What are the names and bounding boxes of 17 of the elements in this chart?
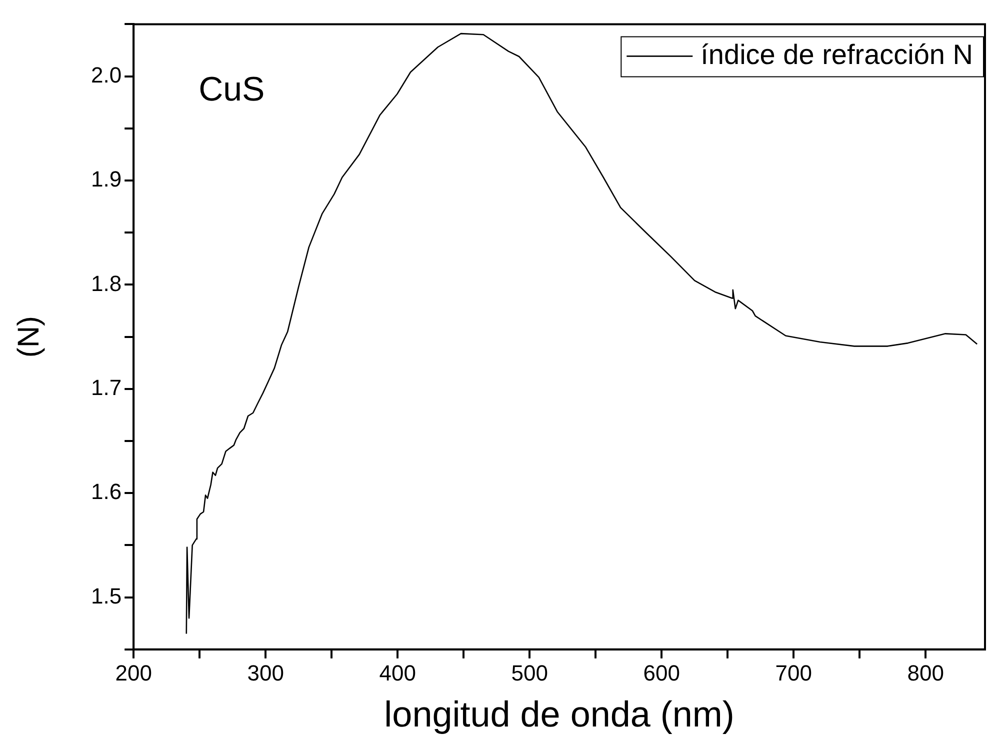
y-tick-label: 1.5 [90,583,122,608]
y-tick-label: 1.7 [90,374,122,400]
x-axis-title: longitud de onda (nm) [384,693,734,734]
annotation: CuS [198,70,265,109]
y-tick-label: 1.8 [90,270,122,296]
x-tick-label: 500 [511,660,548,686]
y-tick-label: 2.0 [90,62,122,88]
x-tick-label: 700 [775,660,812,686]
x-tick-label: 200 [115,660,152,686]
y-tick-label: 1.6 [90,479,122,504]
y-axis-title: (N) [12,316,46,358]
x-tick-label: 600 [643,660,680,686]
x-tick-label: 300 [247,660,284,686]
x-tick-label: 800 [907,660,944,686]
y-tick-label: 1.9 [90,166,122,192]
legend-label: índice de refracción N [700,38,973,70]
x-tick-label: 400 [379,660,416,686]
